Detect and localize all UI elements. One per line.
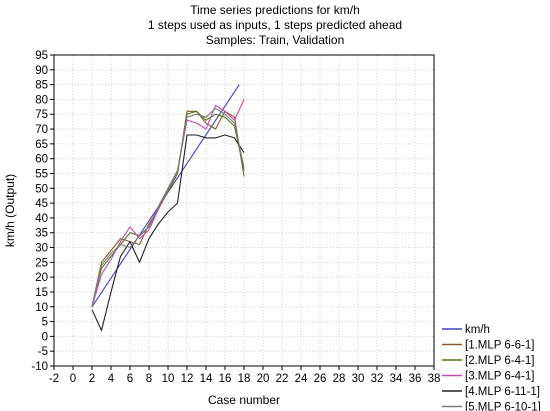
- y-tick-label: 45: [35, 198, 48, 210]
- chart-title-line: 1 steps used as inputs, 1 steps predicte…: [148, 18, 402, 32]
- x-tick-label: 8: [146, 373, 152, 385]
- grid-lines: [54, 55, 434, 366]
- legend: km/h [1.MLP 6-6-1] [2.MLP 6-4-1] [3.MLP 6-4…: [442, 324, 541, 411]
- x-tick-label: 32: [371, 373, 384, 385]
- y-tick-label: 5: [42, 317, 48, 329]
- y-tick-label: 65: [35, 139, 48, 151]
- x-tick-label: 16: [219, 373, 232, 385]
- x-tick-label: 10: [162, 373, 175, 385]
- chart-title-line: Time series predictions for km/h: [190, 3, 360, 17]
- y-tick-label: 70: [35, 124, 48, 136]
- x-tick-label: 28: [333, 373, 346, 385]
- x-tick-label: 38: [428, 373, 441, 385]
- legend-entry: [3.MLP 6-4-1]: [465, 371, 534, 383]
- y-tick-label: 0: [42, 331, 48, 343]
- x-tick-label: 20: [257, 373, 270, 385]
- series-line: [91, 107, 245, 307]
- x-tick-label: 22: [276, 373, 289, 385]
- y-tick-label: 80: [35, 94, 48, 106]
- x-tick-label: 12: [181, 373, 194, 385]
- y-tick-label: 35: [35, 228, 48, 240]
- x-tick-label: 36: [409, 373, 422, 385]
- legend-entry: [5.MLP 6-10-1]: [465, 402, 541, 411]
- y-tick-label: 60: [35, 154, 48, 166]
- x-tick-label: 4: [108, 373, 115, 385]
- y-tick-label: 50: [35, 183, 48, 195]
- legend-entry: [1.MLP 6-6-1]: [465, 340, 534, 352]
- x-axis-label: Case number: [208, 393, 280, 407]
- x-tick-label: 0: [70, 373, 76, 385]
- y-tick-label: 30: [35, 243, 48, 255]
- legend-entry: [4.MLP 6-11-1]: [465, 386, 540, 398]
- y-tick-label: 15: [35, 287, 48, 299]
- chart-title: Time series predictions for km/h1 steps …: [148, 3, 402, 47]
- y-axis-ticks: 95908580757065605550454035302520151050-5…: [31, 50, 54, 373]
- chart-title-line: Samples: Train, Validation: [206, 33, 345, 47]
- x-tick-label: 34: [390, 373, 403, 385]
- legend-entry: km/h: [465, 324, 490, 336]
- y-axis-label: km/h (Output): [3, 174, 17, 247]
- y-tick-label: 75: [35, 109, 48, 121]
- series-lines: [91, 84, 245, 332]
- y-tick-label: 95: [35, 50, 48, 62]
- y-tick-label: 85: [35, 80, 48, 92]
- x-tick-label: 24: [295, 373, 308, 385]
- y-tick-label: 10: [35, 302, 48, 314]
- y-tick-label: 20: [35, 272, 48, 284]
- y-tick-label: 40: [35, 213, 48, 225]
- y-tick-label: -10: [31, 361, 48, 373]
- x-tick-label: 6: [127, 373, 133, 385]
- y-tick-label: 25: [35, 257, 48, 269]
- x-tick-label: 2: [89, 373, 95, 385]
- legend-entry: [2.MLP 6-4-1]: [465, 355, 534, 367]
- y-tick-label: -5: [38, 346, 48, 358]
- series-line: [91, 134, 245, 332]
- y-tick-label: 55: [35, 168, 48, 180]
- x-tick-label: 18: [238, 373, 251, 385]
- x-tick-label: 30: [352, 373, 365, 385]
- x-tick-label: 14: [200, 373, 213, 385]
- y-tick-label: 90: [35, 65, 48, 77]
- x-tick-label: 26: [314, 373, 327, 385]
- x-axis-ticks: -2 0 2 4 6 8 10 12 14 16 18 20 22 24 26 28 30 32 34 36 38: [49, 366, 441, 385]
- x-tick-label: -2: [49, 373, 59, 385]
